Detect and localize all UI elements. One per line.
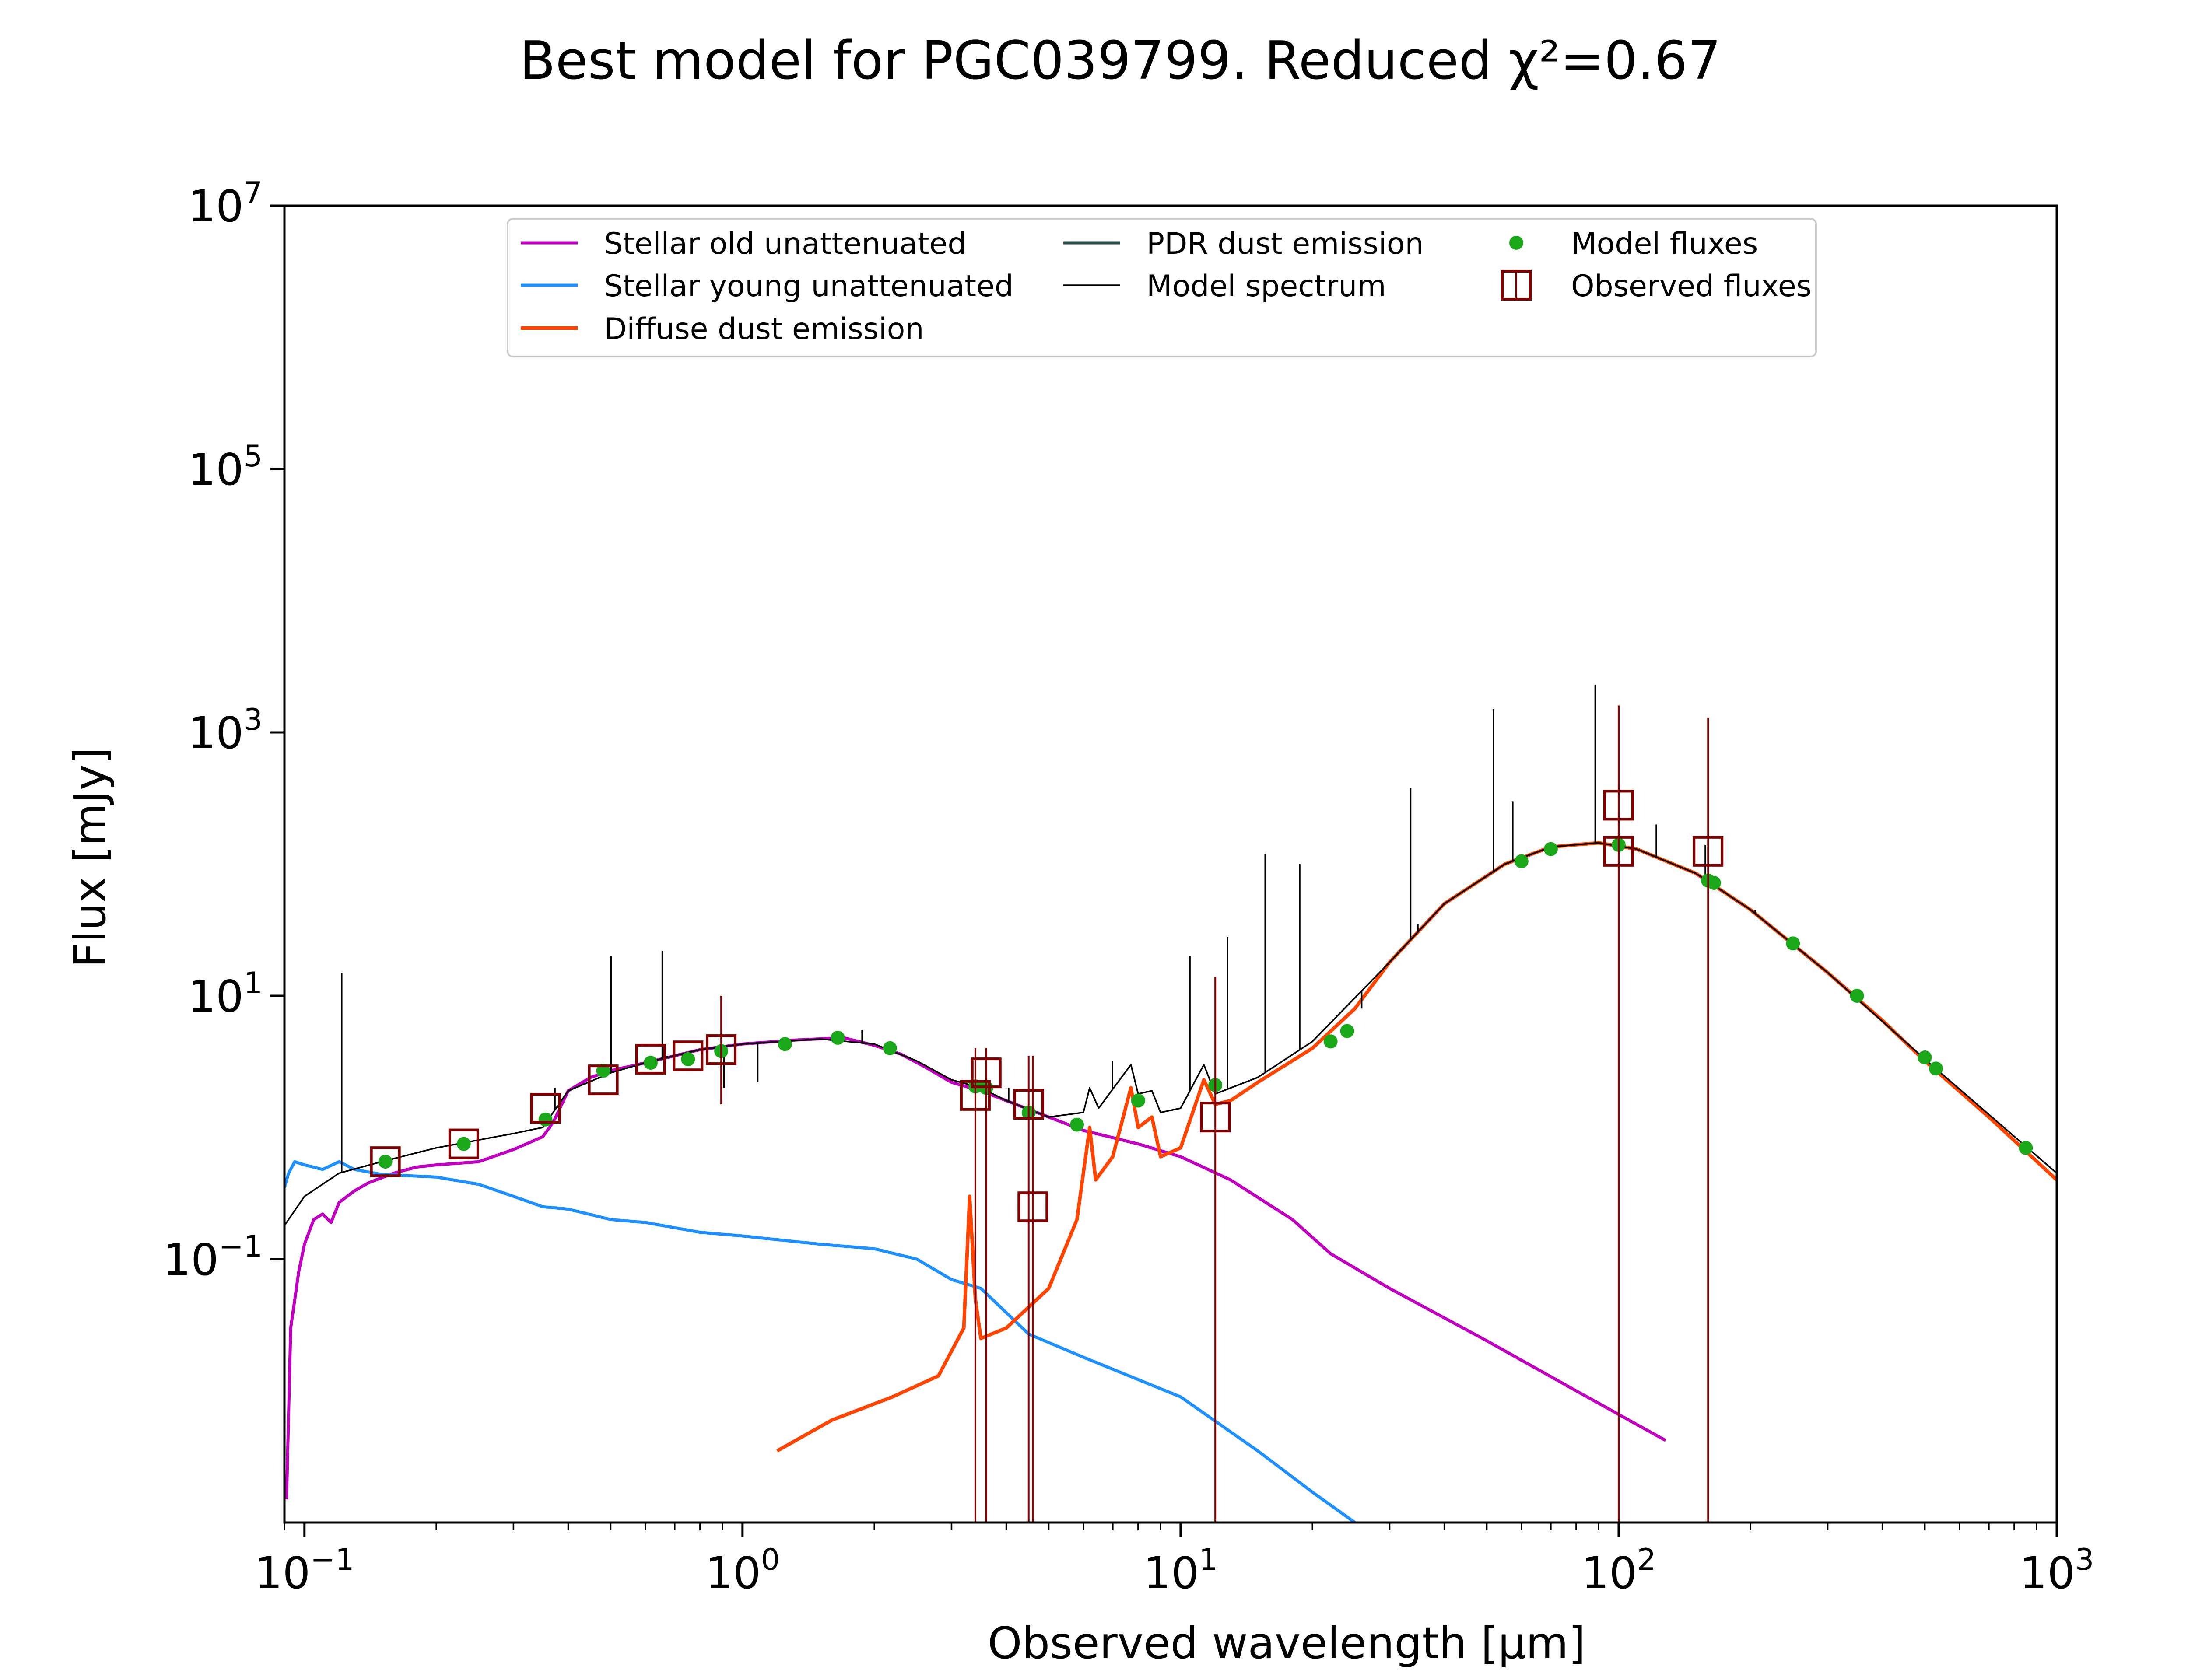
observed-flux-marker: [530, 1093, 561, 1124]
y-tick-label: 103: [188, 703, 263, 759]
model-flux-point: [1850, 989, 1864, 1003]
legend-label-diffuse-dust-emission: Diffuse dust emission: [604, 312, 924, 346]
observed-flux-marker: [706, 1034, 737, 1065]
plot-area: [284, 685, 2057, 1522]
y-tick-label: 107: [188, 176, 263, 232]
observed-flux-marker: [1603, 790, 1634, 821]
model-flux-point: [456, 1137, 471, 1151]
model-flux-point: [1070, 1117, 1084, 1132]
plot-frame: [283, 204, 2058, 1524]
x-tick-label: 100: [705, 1543, 780, 1599]
observed-flux-marker: [635, 1043, 666, 1074]
x-tick-label: 102: [1581, 1543, 1656, 1599]
x-tick-label: 101: [1143, 1543, 1218, 1599]
model-flux-point: [1131, 1093, 1145, 1108]
model-flux-point: [378, 1155, 393, 1169]
legend-label-observed-fluxes: Observed fluxes: [1571, 269, 1812, 304]
observed-flux-marker: [960, 1080, 991, 1111]
legend-label-model-spectrum: Model spectrum: [1147, 269, 1386, 304]
legend-label-pdr-dust-emission: PDR dust emission: [1147, 227, 1424, 261]
model-flux-point: [643, 1056, 658, 1070]
plot-content: [284, 685, 2057, 1522]
model-flux-point: [538, 1112, 553, 1127]
model-spectrum-line: [284, 842, 2057, 1226]
stellar-young-unattenuated-line: [284, 1160, 1356, 1522]
legend-label-model-fluxes: Model fluxes: [1571, 227, 1758, 261]
observed-flux-marker: [971, 1057, 1002, 1088]
model-flux-point: [1929, 1061, 1943, 1076]
model-flux-point: [596, 1064, 610, 1078]
observed-flux-marker: [1693, 836, 1724, 867]
legend-label-stellar-old-unattenuated: Stellar old unattenuated: [604, 227, 967, 261]
model-flux-point: [1514, 854, 1529, 868]
observed-flux-marker: [370, 1146, 401, 1177]
observed-flux-marker: [673, 1040, 704, 1071]
model-flux-point: [1918, 1050, 1932, 1065]
model-flux-point: [1340, 1024, 1354, 1038]
y-tick-label: 105: [188, 439, 263, 495]
observed-flux-marker: [1200, 1102, 1231, 1133]
model-flux-point: [1543, 842, 1558, 856]
chart-title: Best model for PGC039799. Reduced χ²=0.6…: [519, 31, 1721, 91]
model-flux-point: [831, 1030, 845, 1045]
x-tick-label: 103: [2020, 1543, 2094, 1599]
observed-flux-marker: [588, 1064, 619, 1096]
legend-swatch-model-fluxes: [1509, 236, 1523, 250]
legend-box: [507, 218, 1817, 357]
model-flux-point: [2019, 1141, 2033, 1155]
y-tick-label: 10−1: [163, 1229, 263, 1285]
model-flux-point: [883, 1041, 897, 1055]
model-flux-point: [778, 1037, 792, 1051]
axes: 10−1 100 101 102 103 10−1 101 103 105 107: [163, 176, 2094, 1599]
legend-label-stellar-young-unattenuated: Stellar young unattenuated: [604, 269, 1013, 304]
observed-flux-marker: [448, 1128, 479, 1159]
y-axis-label: Flux [mJy]: [64, 747, 116, 968]
observed-flux-marker: [1013, 1088, 1044, 1120]
y-tick-label: 101: [188, 966, 263, 1022]
observed-flux-marker: [1017, 1191, 1048, 1222]
model-flux-point: [1323, 1034, 1338, 1049]
x-tick-label: 10−1: [255, 1543, 354, 1599]
model-flux-point: [681, 1052, 695, 1066]
legend: Stellar old unattenuated Stellar young un…: [507, 218, 1817, 357]
x-axis-label: Observed wavelength [μm]: [988, 1617, 1585, 1669]
model-flux-point: [1707, 875, 1721, 890]
model-flux-point: [1786, 936, 1800, 951]
observed-flux-marker: [1603, 836, 1634, 867]
